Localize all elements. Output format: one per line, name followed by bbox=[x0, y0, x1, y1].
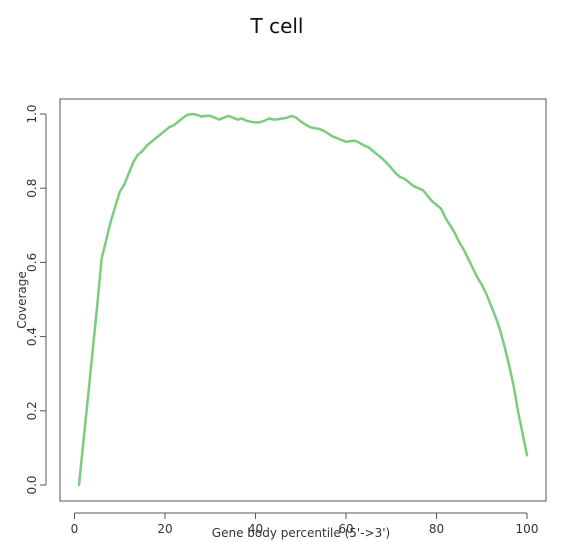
y-tick-label: 0.4 bbox=[25, 327, 39, 346]
x-axis-label: Gene body percentile (5'->3') bbox=[212, 526, 390, 540]
x-axis: 0 20 40 60 80 100 bbox=[71, 512, 539, 536]
x-tick-label: 100 bbox=[516, 522, 539, 536]
series-layer bbox=[77, 112, 529, 487]
x-tick-label: 0 bbox=[71, 522, 79, 536]
y-axis: 0.0 0.2 0.4 0.6 0.8 1.0 bbox=[25, 104, 47, 495]
x-tick-label: 60 bbox=[338, 522, 353, 536]
x-tick-label: 40 bbox=[248, 522, 263, 536]
coverage-line bbox=[77, 112, 529, 487]
y-tick-label: 0.8 bbox=[25, 179, 39, 198]
y-tick-label: 0.6 bbox=[25, 253, 39, 272]
y-tick-label: 1.0 bbox=[25, 104, 39, 123]
plot-frame bbox=[59, 98, 547, 502]
x-tick-label: 80 bbox=[429, 522, 444, 536]
y-tick-label: 0.2 bbox=[25, 401, 39, 420]
y-tick-label: 0.0 bbox=[25, 475, 39, 494]
x-tick-label: 20 bbox=[157, 522, 172, 536]
y-axis-label: Coverage bbox=[15, 271, 29, 329]
chart-title: T cell bbox=[250, 14, 304, 38]
